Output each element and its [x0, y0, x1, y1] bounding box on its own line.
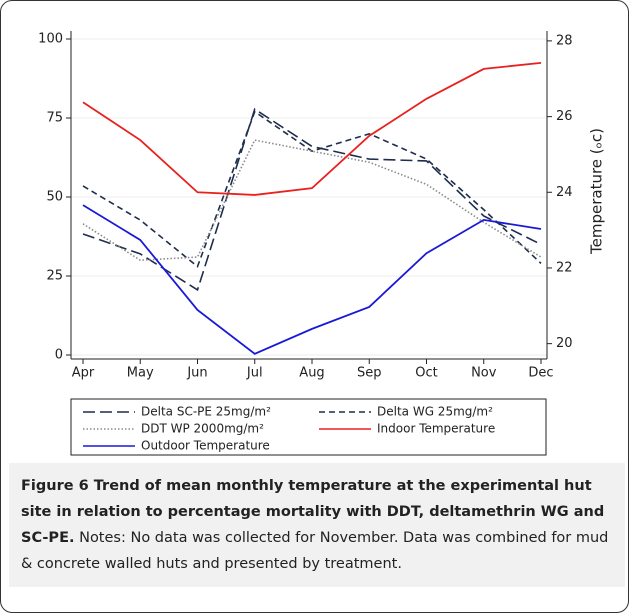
x-tick-label: Sep	[357, 366, 382, 381]
caption-notes: Notes: No data was collected for Novembe…	[21, 530, 609, 572]
y-tick-label: 75	[46, 111, 63, 126]
legend-label: Delta WG 25mg/m²	[377, 405, 493, 419]
x-tick-label: Apr	[72, 366, 95, 381]
series-line	[82, 61, 542, 196]
legend-label: Indoor Temperature	[377, 422, 495, 436]
x-tick-label: May	[127, 366, 154, 381]
x-tick-label: Jul	[246, 366, 263, 381]
chart: Temperature (ₒc) 0 25 50 75 100 20 22 24 26 28 Apr…	[38, 31, 606, 456]
caption-box: Figure 6 Trend of mean monthly temperatu…	[9, 463, 625, 587]
legend-label: DDT WP 2000mg/m²	[141, 422, 264, 436]
y2-tick-label: 28	[556, 33, 573, 48]
x-tick-label: Aug	[299, 366, 324, 381]
y-tick-label: 50	[46, 190, 63, 205]
x-tick-label: Nov	[471, 366, 497, 381]
y2-tick-label: 20	[556, 336, 573, 351]
x-tick-label: Dec	[528, 366, 553, 381]
legend-label: Delta SC-PE 25mg/m²	[141, 405, 271, 419]
y2-axis-label: Temperature (ₒc)	[588, 128, 606, 255]
series-line	[82, 139, 542, 262]
series-line	[82, 110, 542, 268]
caption-title: Figure 6 Trend of mean monthly temperatu…	[21, 478, 605, 546]
x-tick-label: Oct	[415, 366, 437, 381]
legend-box	[70, 398, 547, 456]
y-tick-label: 0	[55, 348, 63, 363]
series-line	[82, 107, 542, 292]
y2-tick-label: 24	[556, 185, 573, 200]
legend-label: Outdoor Temperature	[141, 439, 270, 453]
x-tick-label: Jun	[186, 366, 207, 381]
y2-tick-label: 26	[556, 109, 573, 124]
y2-tick-label: 22	[556, 260, 573, 275]
series-line	[82, 204, 542, 355]
y-tick-label: 25	[46, 269, 63, 284]
y-tick-label: 100	[38, 32, 63, 47]
